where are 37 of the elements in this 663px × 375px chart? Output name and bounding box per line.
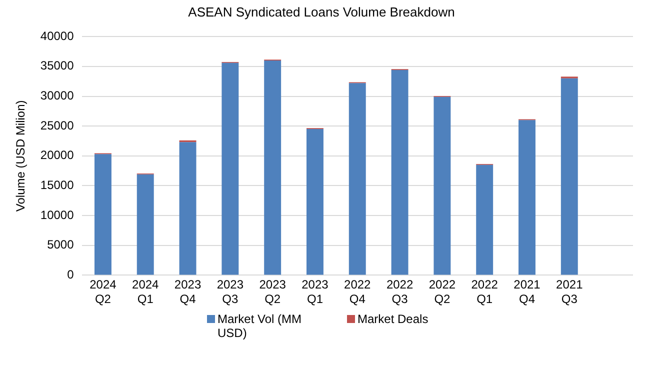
chart-title: ASEAN Syndicated Loans Volume Breakdown xyxy=(188,4,455,20)
legend-label: Market Deals xyxy=(358,312,428,326)
y-tick-label: 35000 xyxy=(40,58,74,73)
x-tick-label: 2023 Q4 xyxy=(174,278,202,306)
x-tick-label: 2021 Q4 xyxy=(514,278,541,306)
y-tick-label: 30000 xyxy=(40,88,74,103)
y-tick-label: 25000 xyxy=(40,118,74,132)
bar xyxy=(560,78,578,275)
bar xyxy=(391,70,408,275)
y-tick-label: 15000 xyxy=(40,178,74,192)
x-tick-label: 2023 Q1 xyxy=(302,278,329,306)
y-tick-label: 0 xyxy=(67,268,74,282)
bar xyxy=(476,164,494,275)
x-tick-label: 2023 Q2 xyxy=(259,278,286,306)
bar xyxy=(348,83,366,275)
y-tick-label: 5000 xyxy=(47,238,74,252)
y-axis-title: Volume (USD Milion) xyxy=(14,100,28,212)
bar xyxy=(136,174,154,275)
x-tick-label: 2022 Q2 xyxy=(428,278,456,306)
x-tick-label: 2021 Q3 xyxy=(556,278,584,306)
y-tick-label: 20000 xyxy=(40,148,74,162)
x-tick-label: 2023 Q3 xyxy=(216,278,244,306)
x-tick-label: 2024 Q2 xyxy=(90,278,117,306)
bar xyxy=(306,129,324,275)
bar xyxy=(94,154,112,275)
bar xyxy=(434,96,451,275)
bar xyxy=(518,120,536,275)
bar xyxy=(264,60,282,275)
legend-label: Market Vol (MM USD) xyxy=(218,312,303,340)
x-tick-label: 2024 Q1 xyxy=(132,278,160,306)
x-tick-label: 2022 Q4 xyxy=(344,278,372,306)
bar xyxy=(222,62,239,275)
bar xyxy=(179,142,196,275)
x-tick-label: 2022 Q3 xyxy=(386,278,414,306)
y-tick-label: 40000 xyxy=(40,28,74,43)
x-tick-label: 2022 Q1 xyxy=(471,278,498,306)
y-tick-label: 10000 xyxy=(40,208,74,222)
